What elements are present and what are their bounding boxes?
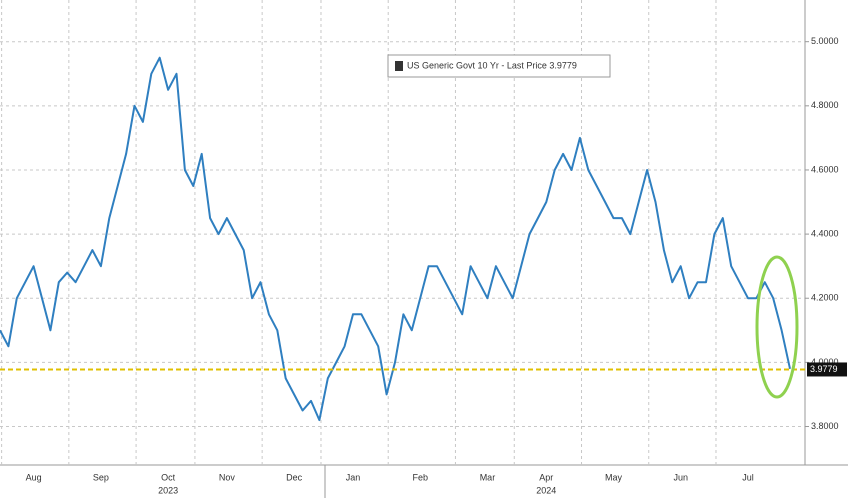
legend-swatch <box>395 61 403 71</box>
reference-label: 3.9779 <box>810 364 838 374</box>
y-tick-label: 4.0000 <box>811 357 839 367</box>
year-label: 2023 <box>158 485 178 495</box>
x-tick-label: Mar <box>480 472 496 482</box>
x-tick-label: Apr <box>539 472 553 482</box>
highlight-ellipse <box>755 255 799 399</box>
x-tick-label: Oct <box>161 472 176 482</box>
y-tick-label: 3.8000 <box>811 421 839 431</box>
legend-label: US Generic Govt 10 Yr - Last Price 3.977… <box>407 60 577 70</box>
y-tick-label: 4.8000 <box>811 100 839 110</box>
x-tick-label: Feb <box>412 472 428 482</box>
y-tick-label: 5.0000 <box>811 36 839 46</box>
y-tick-label: 4.4000 <box>811 228 839 238</box>
x-tick-label: Dec <box>286 472 303 482</box>
x-tick-label: Nov <box>219 472 236 482</box>
x-tick-label: Jul <box>742 472 754 482</box>
reference-label-box <box>807 362 847 377</box>
x-tick-label: Jun <box>673 472 688 482</box>
legend-box <box>387 54 611 78</box>
x-tick-label: Aug <box>26 472 42 482</box>
y-tick-label: 4.6000 <box>811 164 839 174</box>
y-tick-label: 4.2000 <box>811 293 839 303</box>
price-line <box>0 56 791 422</box>
year-label: 2024 <box>536 485 556 495</box>
x-tick-label: May <box>605 472 623 482</box>
x-tick-label: Sep <box>93 472 109 482</box>
x-tick-label: Jan <box>346 472 361 482</box>
plot <box>0 0 805 465</box>
